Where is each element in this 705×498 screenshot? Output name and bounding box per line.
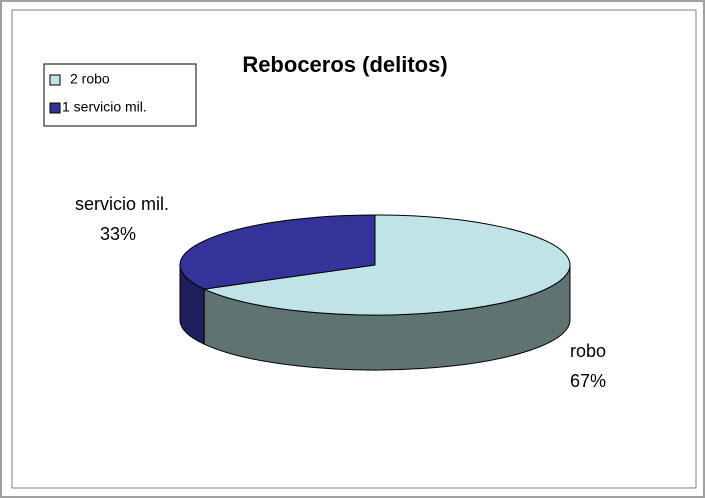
pie-slice: [179, 214, 376, 290]
slice-label: servicio mil.: [75, 194, 169, 214]
slice-label: robo: [570, 341, 606, 361]
slice-percent: 33%: [100, 224, 136, 244]
legend-label: 1 servicio mil.: [62, 99, 147, 115]
pie-slice: [202, 214, 571, 316]
chart-title: Reboceros (delitos): [242, 52, 447, 77]
slice-percent: 67%: [570, 371, 606, 391]
legend-swatch: [49, 74, 61, 86]
legend-label: 2 robo: [70, 71, 110, 87]
legend-box: [43, 63, 197, 127]
chart-border: [11, 9, 697, 489]
legend-swatch: [49, 102, 61, 114]
